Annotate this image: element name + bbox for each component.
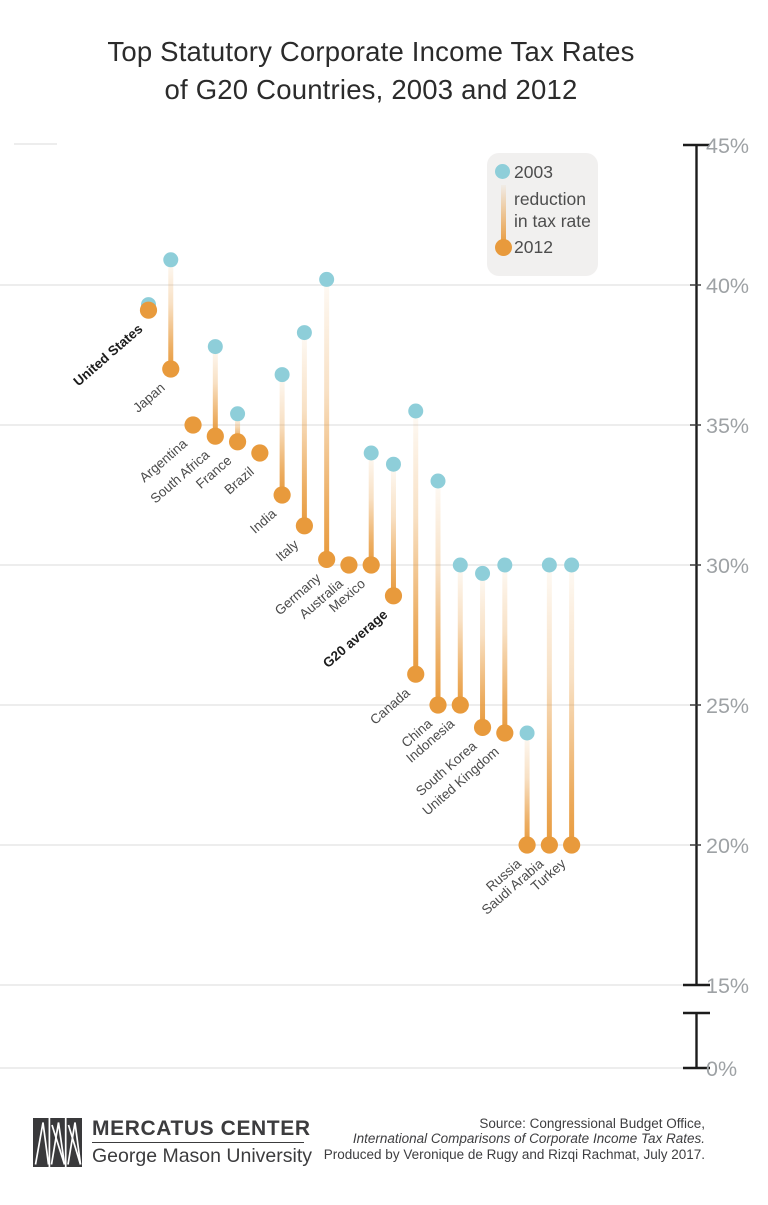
dot-2012 [273, 486, 291, 504]
legend-reduction-label-line2: in tax rate [514, 211, 591, 231]
dot-2012 [407, 665, 425, 683]
dot-2012 [451, 696, 469, 714]
dot-2003 [230, 406, 246, 422]
chart-title-line1: Top Statutory Corporate Income Tax Rates [107, 36, 635, 67]
dot-2012 [496, 724, 514, 742]
country-label: India [247, 506, 279, 537]
dot-2012 [518, 836, 536, 854]
dot-2003 [430, 473, 446, 489]
y-axis-label-35: 35% [706, 414, 749, 438]
y-axis-label-40: 40% [706, 274, 749, 298]
dot-2012 [318, 550, 336, 569]
legend-2003-label: 2003 [514, 162, 553, 182]
dot-2012 [563, 836, 581, 854]
dot-2003 [319, 271, 335, 287]
source-note: Source: Congressional Budget Office, Int… [324, 1116, 705, 1162]
dot-2003 [363, 445, 379, 461]
mercatus-logo-icon [33, 1118, 82, 1172]
mercatus-wordmark: MERCATUS CENTER George Mason University [92, 1117, 312, 1167]
dot-2012 [429, 696, 447, 714]
dot-2003 [475, 565, 491, 581]
chart-title-line2: of G20 Countries, 2003 and 2012 [164, 74, 578, 105]
y-axis-labels: 45% 40% 35% 30% 25% 20% 15% 0% [706, 134, 749, 1081]
dot-2003 [296, 325, 312, 341]
dot-2012 [340, 556, 358, 574]
dot-2003 [408, 403, 424, 419]
dot-2012 [206, 427, 224, 445]
george-mason-text: George Mason University [92, 1145, 313, 1167]
dot-2012 [228, 433, 247, 451]
dot-2012 [139, 301, 158, 319]
dot-2012 [473, 718, 492, 737]
dot-2003 [497, 557, 513, 573]
legend: 2003 reduction in tax rate 2012 [487, 153, 598, 276]
y-axis-label-15: 15% [706, 974, 749, 998]
dot-2003 [207, 339, 223, 355]
legend-reduction-line-icon [500, 185, 506, 245]
legend-2012-label: 2012 [514, 237, 553, 257]
country-label: Italy [273, 537, 302, 565]
dot-2012 [384, 587, 403, 605]
country-label: Japan [130, 380, 168, 415]
dot-2012 [162, 360, 180, 378]
y-axis-label-25: 25% [706, 694, 749, 718]
legend-2012-dot-icon [494, 238, 512, 256]
dot-2003 [541, 557, 557, 573]
dot-2012 [184, 416, 202, 434]
country-label: United States [71, 321, 146, 389]
legend-2003-dot-icon [495, 164, 510, 179]
dot-2003 [564, 557, 580, 573]
source-line3: Produced by Veronique de Rugy and Rizqi … [323, 1146, 705, 1162]
country-label: G20 average [320, 606, 391, 670]
dot-2003 [385, 456, 401, 472]
reduction-lines [168, 264, 575, 845]
y-axis-label-0: 0% [706, 1057, 737, 1081]
y-axis-label-20: 20% [706, 834, 749, 858]
wordmark-divider [92, 1142, 304, 1143]
y-axis [683, 143, 710, 1070]
dot-2012 [362, 556, 380, 574]
source-line1: Source: Congressional Budget Office, [479, 1116, 705, 1131]
legend-reduction-label-line1: reduction [514, 189, 586, 209]
dot-2003 [519, 725, 535, 741]
dot-2012 [295, 517, 313, 535]
y-axis-label-30: 30% [706, 554, 749, 578]
mercatus-center-text: MERCATUS CENTER [92, 1117, 311, 1140]
dot-2003 [274, 367, 290, 383]
country-label: Canada [367, 685, 413, 728]
dot-2003 [452, 557, 468, 573]
source-line2: International Comparisons of Corporate I… [352, 1131, 705, 1147]
dot-2012 [251, 444, 269, 462]
dots-2003 [141, 252, 580, 741]
chart-title: Top Statutory Corporate Income Tax Rates… [0, 33, 742, 109]
y-axis-label-45: 45% [706, 134, 749, 158]
dot-2012 [540, 836, 558, 854]
dots-2012 [139, 301, 581, 854]
dot-2003 [163, 252, 179, 268]
